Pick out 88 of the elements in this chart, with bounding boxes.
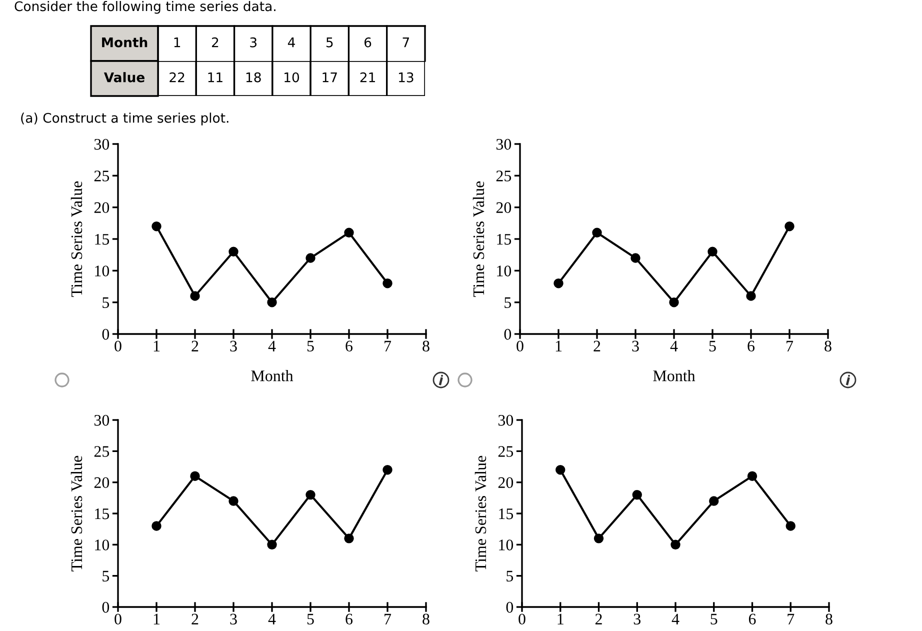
y-tick-label: 10 xyxy=(95,266,110,276)
y-tick-label: 5 xyxy=(506,570,514,582)
x-axis-title: Month xyxy=(102,37,148,48)
chart-title: Consider the following time series data. xyxy=(14,1,276,14)
x-tick-label: 7 xyxy=(384,614,392,624)
x-tick-label: 6 xyxy=(748,340,755,352)
y-tick-label: 0 xyxy=(504,328,512,340)
y-tick-label: 20 xyxy=(94,477,110,488)
y-axis-title: Time Series Value xyxy=(474,456,486,572)
data-label: 18 xyxy=(246,72,261,82)
y-tick-label: 20 xyxy=(94,202,110,214)
x-tick-label: 5 xyxy=(307,340,314,352)
y-axis-title: Time Series Value xyxy=(70,456,82,572)
y-axis-title: Time Series Value xyxy=(472,181,484,297)
y-tick-label: 15 xyxy=(95,508,110,520)
y-tick-label: 30 xyxy=(496,138,512,150)
y-tick-label: 0 xyxy=(102,328,110,340)
y-tick-label: 20 xyxy=(496,202,512,214)
x-tick-label: 1 xyxy=(174,38,180,48)
data-label: 10 xyxy=(284,72,300,82)
y-tick-label: 30 xyxy=(94,138,110,150)
x-tick-label: 6 xyxy=(346,340,353,352)
x-tick-label: 8 xyxy=(422,614,430,624)
y-tick-label: 30 xyxy=(94,414,110,426)
x-tick-label: 5 xyxy=(326,38,333,48)
x-tick-label: 6 xyxy=(364,37,372,48)
x-tick-label: 0 xyxy=(518,614,526,624)
x-tick-label: 4 xyxy=(268,614,276,624)
x-axis-title: Month xyxy=(251,370,294,382)
x-tick-label: 1 xyxy=(558,614,564,624)
y-tick-label: 20 xyxy=(498,477,514,488)
x-tick-label: 2 xyxy=(192,340,198,352)
x-tick-label: 6 xyxy=(346,614,353,624)
x-tick-label: 7 xyxy=(786,340,794,352)
x-tick-label: 0 xyxy=(114,340,122,352)
text: (a) Construct a time series plot. xyxy=(21,112,228,126)
x-tick-label: 4 xyxy=(672,614,680,624)
x-tick-label: 2 xyxy=(212,37,218,48)
y-tick-label: 25 xyxy=(94,446,110,457)
x-tick-label: 3 xyxy=(230,340,237,352)
y-tick-label: 5 xyxy=(504,297,512,308)
x-tick-label: 0 xyxy=(114,614,122,624)
x-tick-label: 1 xyxy=(556,340,562,352)
x-tick-label: 4 xyxy=(670,340,678,352)
y-tick-label: 10 xyxy=(499,540,514,550)
y-tick-label: 15 xyxy=(95,234,110,245)
y-tick-label: 0 xyxy=(506,602,514,613)
y-axis-title: Time Series Value xyxy=(70,181,82,297)
x-tick-label: 3 xyxy=(250,37,256,48)
x-tick-label: 3 xyxy=(632,340,639,352)
x-tick-label: 8 xyxy=(422,340,430,352)
x-tick-label: 5 xyxy=(709,340,716,352)
x-tick-label: 5 xyxy=(710,614,718,624)
y-tick-label: 0 xyxy=(102,602,110,613)
data-label: 17 xyxy=(322,72,337,82)
y-tick-label: Value xyxy=(104,72,144,82)
x-tick-label: 3 xyxy=(634,614,640,624)
x-tick-label: 4 xyxy=(288,38,295,48)
x-tick-label: 6 xyxy=(748,614,756,624)
y-tick-label: 10 xyxy=(497,266,512,276)
x-axis-title: Month xyxy=(653,370,696,382)
y-tick-label: 25 xyxy=(94,170,110,182)
y-tick-label: 25 xyxy=(498,446,514,457)
data-label: 11 xyxy=(208,72,222,82)
x-tick-label: 1 xyxy=(154,340,160,352)
x-tick-label: 2 xyxy=(595,614,602,624)
y-tick-label: 15 xyxy=(497,234,512,245)
x-tick-label: 1 xyxy=(154,614,160,624)
x-tick-label: 8 xyxy=(824,340,832,352)
data-label: 22 xyxy=(170,72,184,82)
x-tick-label: 0 xyxy=(516,340,524,352)
y-tick-label: 25 xyxy=(496,170,512,182)
y-tick-label: 5 xyxy=(102,297,110,308)
y-tick-label: 15 xyxy=(499,508,514,520)
x-tick-label: 2 xyxy=(192,614,198,624)
x-tick-label: 5 xyxy=(307,614,314,624)
x-tick-label: 3 xyxy=(230,614,237,624)
y-tick-label: 30 xyxy=(498,414,514,426)
x-tick-label: 7 xyxy=(402,38,409,48)
y-tick-label: 5 xyxy=(102,570,110,582)
x-tick-label: 7 xyxy=(788,614,794,624)
y-tick-label: 10 xyxy=(95,540,110,550)
data-label: 13 xyxy=(398,72,414,82)
x-tick-label: 4 xyxy=(268,340,276,352)
x-tick-label: 2 xyxy=(594,340,600,352)
x-tick-label: 7 xyxy=(384,340,392,352)
x-tick-label: 8 xyxy=(826,614,832,624)
data-label: 21 xyxy=(360,72,375,82)
